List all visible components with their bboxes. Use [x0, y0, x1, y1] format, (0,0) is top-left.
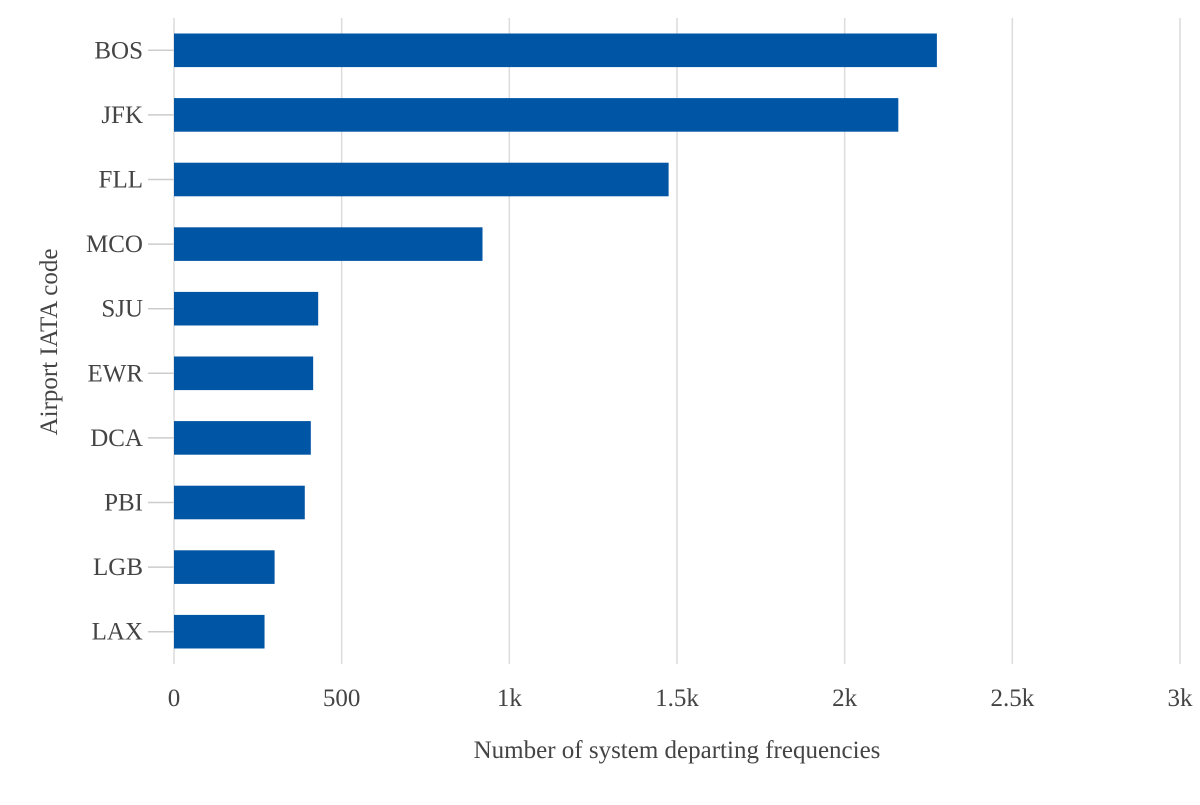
- bar-ewr: [174, 356, 314, 391]
- bar-sju: [174, 291, 319, 326]
- category-label-mco: MCO: [86, 231, 143, 258]
- bar-jfk: [174, 98, 899, 132]
- category-label-bos: BOS: [94, 37, 143, 64]
- category-label-sju: SJU: [101, 296, 143, 323]
- category-label-dca: DCA: [90, 425, 143, 452]
- x-axis-title: Number of system departing frequencies: [474, 737, 881, 764]
- category-label-lgb: LGB: [93, 554, 143, 581]
- bar-lgb: [174, 550, 275, 584]
- category-label-lax: LAX: [92, 619, 143, 646]
- x-tick-label-5: 2.5k: [990, 685, 1034, 712]
- bar-bos: [174, 33, 937, 68]
- bar-lax: [174, 614, 265, 649]
- category-label-jfk: JFK: [101, 102, 143, 129]
- category-label-fll: FLL: [99, 167, 143, 194]
- category-label-ewr: EWR: [87, 360, 143, 387]
- y-axis-title: Airport IATA code: [36, 249, 63, 436]
- category-labels: BOS JFK FLL MCO SJU EWR DCA PBI LGB LAX: [86, 37, 143, 645]
- x-tick-label-4: 2k: [832, 685, 858, 712]
- category-tick-marks: [148, 49, 174, 633]
- x-tick-label-0: 0: [168, 685, 181, 712]
- bar-pbi: [174, 485, 305, 520]
- x-tick-label-2: 1k: [497, 685, 523, 712]
- bars: [174, 33, 937, 649]
- category-label-pbi: PBI: [104, 490, 143, 517]
- bar-dca: [174, 421, 311, 455]
- x-tick-label-1: 500: [323, 685, 361, 712]
- bar-fll: [174, 162, 669, 197]
- x-tick-labels: 0 500 1k 1.5k 2k 2.5k 3k: [168, 685, 1193, 712]
- bar-mco: [174, 227, 483, 261]
- x-tick-label-3: 1.5k: [655, 685, 699, 712]
- x-tick-label-6: 3k: [1168, 685, 1194, 712]
